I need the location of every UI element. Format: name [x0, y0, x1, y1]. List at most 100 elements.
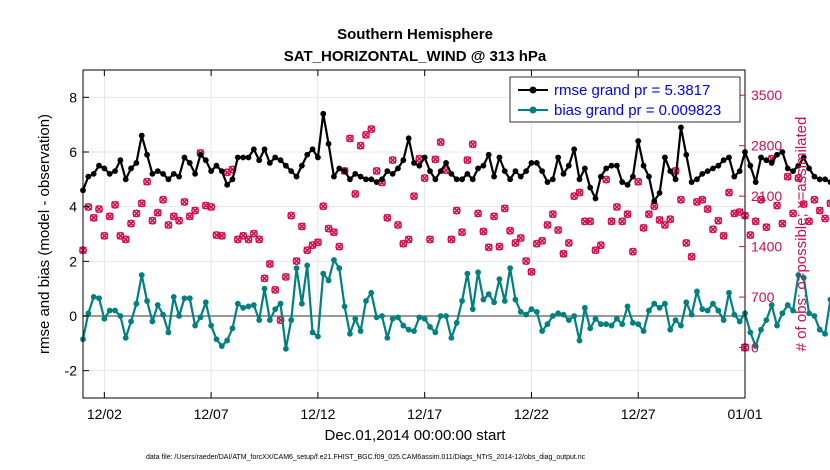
obs-assimilated-point: [324, 224, 333, 233]
x-axis-ticks: 12/02 12/07 12/12 12/17 12/22 12/27 01/01: [87, 70, 763, 422]
bias-point: [592, 315, 599, 322]
bias-point: [400, 322, 407, 329]
bias-point: [154, 302, 161, 308]
bias-point: [720, 317, 727, 323]
obs-assimilated-point: [271, 286, 279, 294]
obs-assimilated-point: [137, 199, 146, 208]
rmse-point: [704, 168, 711, 175]
obs-assimilated-point: [746, 231, 755, 239]
rmse-point: [592, 195, 599, 202]
bias-point: [491, 299, 497, 306]
bias-point: [790, 307, 796, 314]
rmse-point: [544, 179, 551, 185]
bias-point: [405, 326, 412, 333]
rmse-point: [464, 170, 471, 177]
bias-point: [608, 322, 615, 329]
bias-point: [363, 298, 369, 304]
rmse-point: [128, 165, 134, 172]
obs-assimilated-point: [602, 175, 610, 184]
obs-assimilated-point: [661, 221, 669, 229]
bias-point: [448, 334, 455, 341]
obs-possible-point: [559, 249, 568, 258]
obs-assimilated-point: [298, 222, 306, 231]
obs-assimilated-point: [244, 235, 253, 244]
bias-point: [646, 307, 652, 314]
rmse-point: [768, 160, 775, 166]
rmse-point: [256, 157, 263, 164]
obs-assimilated-point: [506, 226, 514, 235]
obs-assimilated-point: [175, 216, 183, 225]
bias-point: [822, 330, 828, 337]
x-axis-label: Dec.01,2014 00:00:00 start: [325, 427, 507, 444]
bias-point: [768, 302, 775, 308]
rmse-point: [758, 154, 764, 161]
obs-possible-point: [127, 219, 135, 228]
rmse-point: [667, 168, 674, 175]
bias-point: [144, 298, 150, 304]
bias-point: [656, 304, 663, 311]
bias-point: [651, 300, 658, 307]
obs-possible-point: [362, 130, 370, 139]
rmse-point: [475, 165, 481, 172]
rmse-point: [560, 170, 567, 177]
obs-assimilated-point: [314, 238, 322, 247]
rmse-point: [373, 179, 380, 185]
rmse-point: [170, 170, 177, 177]
bias-point: [320, 270, 327, 277]
x-tick-label: 12/22: [514, 406, 549, 422]
bias-point: [587, 325, 594, 332]
rmse-point: [272, 154, 279, 161]
bias-point: [347, 330, 353, 337]
obs-possible-point: [410, 192, 418, 201]
bias-point: [453, 319, 460, 326]
obs-possible-point: [399, 239, 408, 248]
rmse-point: [85, 173, 92, 180]
legend: rmse grand pr = 5.3817 bias grand pr = 0…: [509, 76, 741, 123]
obs-assimilated-point: [527, 268, 536, 276]
obs-assimilated-point: [463, 156, 472, 164]
obs-assimilated-point: [100, 232, 109, 240]
obs-possible-point: [783, 172, 792, 181]
obs-assimilated-point: [821, 214, 829, 223]
bias-point: [272, 306, 279, 313]
obs-possible-point: [628, 247, 637, 256]
obs-assimilated-point: [218, 232, 226, 240]
obs-possible-point: [644, 210, 653, 219]
obs-assimilated-point: [362, 131, 370, 139]
obs-possible-point: [426, 235, 434, 244]
legend-rmse-marker: [529, 86, 537, 94]
obs-assimilated-point: [447, 235, 456, 244]
obs-possible-point: [185, 212, 194, 221]
bias-point: [581, 304, 588, 311]
obs-assimilated-point: [677, 195, 685, 204]
bias-point: [421, 315, 428, 322]
rmse-point: [144, 151, 150, 158]
bias-point: [795, 272, 802, 278]
obs-possible-point: [255, 235, 264, 244]
obs-possible-point: [709, 225, 717, 234]
x-tick-label: 12/17: [407, 406, 442, 422]
obs-assimilated-point: [682, 239, 691, 247]
rmse-point: [437, 168, 444, 175]
bias-point: [533, 309, 540, 315]
rmse-point: [432, 176, 439, 183]
obs-assimilated-point: [794, 174, 803, 182]
rmse-point: [266, 160, 273, 166]
obs-assimilated-point: [89, 214, 98, 222]
obs-possible-point: [116, 231, 125, 240]
rmse-point: [784, 165, 791, 172]
bias-point: [181, 295, 188, 302]
bias-point: [576, 337, 583, 344]
obs-assimilated-point: [143, 177, 151, 186]
obs-possible-point: [564, 239, 573, 247]
rmse-point: [806, 165, 812, 172]
rmse-point: [779, 149, 786, 155]
rmse-point: [597, 173, 604, 180]
obs-possible-point: [618, 217, 627, 226]
obs-assimilated-point: [394, 221, 402, 229]
bias-point: [779, 310, 786, 317]
obs-possible-point: [287, 211, 296, 220]
bias-point: [138, 272, 145, 278]
obs-possible-point: [100, 231, 109, 240]
obs-assimilated-point: [773, 201, 781, 210]
